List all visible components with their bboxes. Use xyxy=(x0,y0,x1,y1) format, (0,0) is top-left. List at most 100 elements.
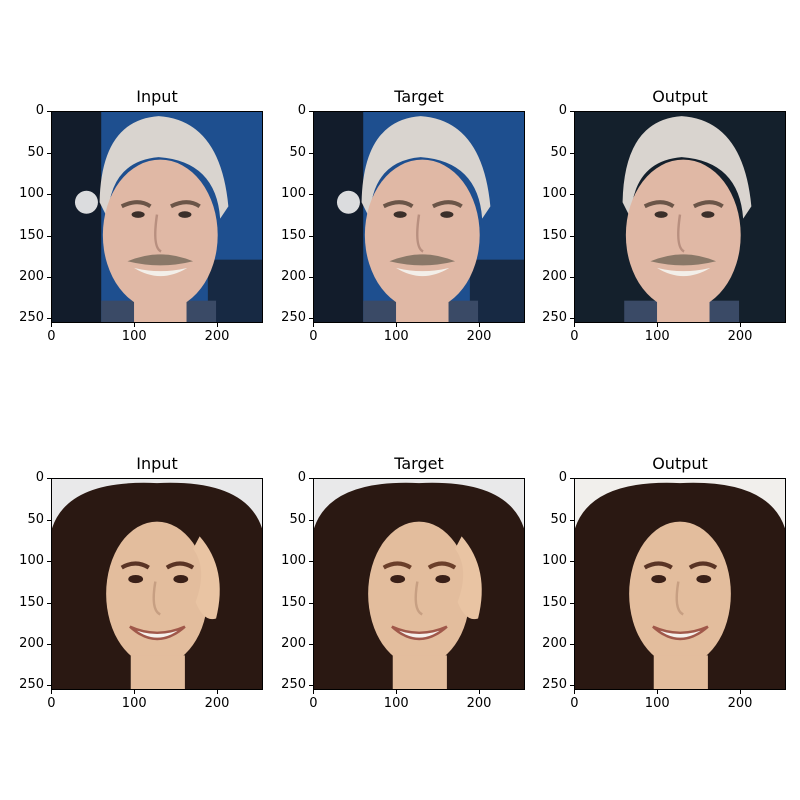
x-tick-label: 100 xyxy=(383,696,409,711)
y-tick-label: 0 xyxy=(35,103,44,119)
x-tick-label: 100 xyxy=(383,329,409,344)
x-tick-mark xyxy=(479,690,481,694)
x-tick-label: 100 xyxy=(644,329,670,344)
y-tick-label: 200 xyxy=(281,269,306,285)
y-tick-mark xyxy=(47,152,51,154)
y-tick-label: 50 xyxy=(27,144,44,160)
y-tick-mark xyxy=(47,685,51,687)
y-tick-label: 0 xyxy=(297,103,306,119)
x-tick-mark xyxy=(657,690,659,694)
y-tick-mark xyxy=(309,194,313,196)
y-tick-label: 150 xyxy=(19,594,44,610)
y-tick-label: 0 xyxy=(558,103,567,119)
y-tick-label: 50 xyxy=(550,511,567,527)
y-tick-mark xyxy=(309,478,313,480)
face-image xyxy=(52,112,262,322)
panel-title: Output xyxy=(652,454,708,473)
x-tick-label: 0 xyxy=(570,329,579,344)
x-tick-mark xyxy=(396,690,398,694)
x-tick-mark xyxy=(313,323,315,327)
y-tick-label: 150 xyxy=(281,594,306,610)
panel-title: Output xyxy=(652,87,708,106)
image-frame xyxy=(51,111,263,323)
y-tick-mark xyxy=(570,602,574,604)
image-frame xyxy=(313,111,525,323)
image-frame xyxy=(574,111,786,323)
x-tick-mark xyxy=(657,323,659,327)
y-tick-label: 200 xyxy=(19,636,44,652)
y-tick-label: 250 xyxy=(281,310,306,326)
y-tick-mark xyxy=(570,235,574,237)
panel-title: Target xyxy=(394,87,444,106)
y-tick-label: 200 xyxy=(542,269,567,285)
x-tick-mark xyxy=(217,323,219,327)
y-tick-label: 250 xyxy=(19,677,44,693)
y-tick-label: 50 xyxy=(550,144,567,160)
face-image xyxy=(575,112,785,322)
x-tick-label: 200 xyxy=(727,696,753,711)
face-image xyxy=(52,479,262,689)
x-tick-label: 100 xyxy=(644,696,670,711)
y-tick-mark xyxy=(47,318,51,320)
x-tick-label: 200 xyxy=(466,696,492,711)
x-tick-mark xyxy=(740,323,742,327)
y-tick-mark xyxy=(47,277,51,279)
y-tick-label: 50 xyxy=(27,511,44,527)
y-tick-mark xyxy=(309,111,313,113)
x-tick-mark xyxy=(134,690,136,694)
y-tick-label: 200 xyxy=(542,636,567,652)
y-tick-mark xyxy=(570,685,574,687)
y-tick-label: 250 xyxy=(281,677,306,693)
x-tick-mark xyxy=(740,690,742,694)
y-tick-mark xyxy=(47,111,51,113)
y-tick-label: 50 xyxy=(289,511,306,527)
y-tick-label: 100 xyxy=(19,553,44,569)
y-tick-label: 150 xyxy=(281,227,306,243)
y-tick-label: 100 xyxy=(281,186,306,202)
panel-title: Input xyxy=(136,454,178,473)
y-tick-mark xyxy=(309,519,313,521)
y-tick-mark xyxy=(47,602,51,604)
x-tick-mark xyxy=(479,323,481,327)
x-tick-mark xyxy=(574,323,576,327)
y-tick-label: 100 xyxy=(19,186,44,202)
y-tick-mark xyxy=(309,235,313,237)
y-tick-label: 100 xyxy=(281,553,306,569)
x-tick-label: 200 xyxy=(204,696,230,711)
y-tick-mark xyxy=(47,194,51,196)
y-tick-mark xyxy=(570,519,574,521)
y-tick-label: 250 xyxy=(19,310,44,326)
face-image xyxy=(575,479,785,689)
y-tick-mark xyxy=(570,152,574,154)
y-tick-mark xyxy=(309,277,313,279)
face-image xyxy=(314,479,524,689)
y-tick-mark xyxy=(309,602,313,604)
x-tick-label: 0 xyxy=(309,329,318,344)
x-tick-mark xyxy=(313,690,315,694)
y-tick-label: 150 xyxy=(542,227,567,243)
y-tick-mark xyxy=(570,561,574,563)
x-tick-mark xyxy=(134,323,136,327)
panel-title: Target xyxy=(394,454,444,473)
y-tick-mark xyxy=(47,561,51,563)
x-tick-label: 0 xyxy=(309,696,318,711)
y-tick-label: 150 xyxy=(19,227,44,243)
x-tick-mark xyxy=(574,690,576,694)
image-frame xyxy=(313,478,525,690)
x-tick-mark xyxy=(217,690,219,694)
y-tick-mark xyxy=(47,235,51,237)
y-tick-label: 0 xyxy=(297,470,306,486)
y-tick-mark xyxy=(309,644,313,646)
y-tick-mark xyxy=(47,478,51,480)
y-tick-mark xyxy=(47,519,51,521)
x-tick-label: 0 xyxy=(570,696,579,711)
x-tick-label: 200 xyxy=(727,329,753,344)
y-tick-mark xyxy=(570,644,574,646)
x-tick-label: 200 xyxy=(204,329,230,344)
y-tick-mark xyxy=(570,194,574,196)
y-tick-mark xyxy=(309,318,313,320)
y-tick-label: 50 xyxy=(289,144,306,160)
y-tick-label: 250 xyxy=(542,677,567,693)
x-tick-mark xyxy=(396,323,398,327)
y-tick-mark xyxy=(309,561,313,563)
